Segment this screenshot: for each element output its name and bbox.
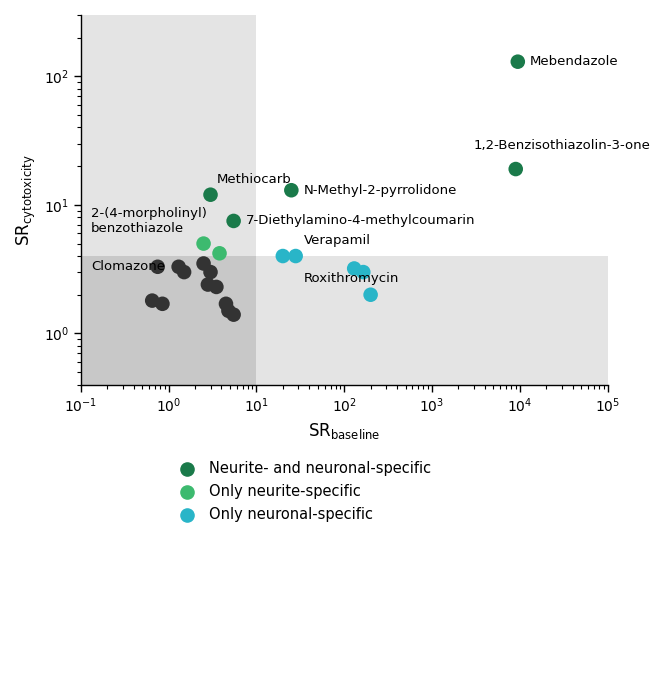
Bar — [257, 256, 607, 385]
Point — [349, 263, 359, 274]
Bar — [81, 256, 257, 385]
Point — [147, 295, 158, 306]
Text: N-Methyl-2-pyrrolidone: N-Methyl-2-pyrrolidone — [304, 184, 458, 197]
Point — [512, 56, 523, 67]
Point — [173, 261, 184, 272]
Point — [214, 248, 225, 259]
Text: Verapamil: Verapamil — [304, 234, 371, 247]
Point — [198, 258, 209, 269]
Point — [286, 185, 297, 196]
X-axis label: SR$_{\mathregular{baseline}}$: SR$_{\mathregular{baseline}}$ — [308, 421, 380, 440]
Point — [179, 267, 190, 278]
Point — [198, 238, 209, 249]
Legend: Neurite- and neuronal-specific, Only neurite-specific, Only neuronal-specific: Neurite- and neuronal-specific, Only neu… — [167, 455, 437, 528]
Text: 7-Diethylamino-4-methylcoumarin: 7-Diethylamino-4-methylcoumarin — [245, 215, 475, 228]
Text: Mebendazole: Mebendazole — [530, 55, 619, 68]
Point — [157, 298, 168, 309]
Text: Clomazone: Clomazone — [91, 260, 165, 273]
Text: 1,2-Benzisothiazolin-3-one: 1,2-Benzisothiazolin-3-one — [474, 139, 651, 152]
Bar — [81, 15, 257, 256]
Point — [510, 163, 521, 174]
Point — [365, 289, 376, 300]
Point — [277, 250, 288, 261]
Point — [291, 250, 301, 261]
Point — [205, 189, 216, 200]
Point — [211, 281, 222, 292]
Point — [152, 261, 163, 272]
Point — [358, 267, 369, 278]
Point — [205, 267, 216, 278]
Text: Roxithromycin: Roxithromycin — [304, 272, 399, 285]
Text: Methiocarb: Methiocarb — [216, 173, 291, 186]
Point — [220, 298, 231, 309]
Point — [228, 215, 239, 226]
Y-axis label: SR$_{\mathregular{cytotoxicity}}$: SR$_{\mathregular{cytotoxicity}}$ — [15, 154, 38, 246]
Point — [202, 279, 213, 290]
Text: 2-(4-morpholinyl)
benzothiazole: 2-(4-morpholinyl) benzothiazole — [91, 207, 206, 235]
Point — [228, 309, 239, 320]
Point — [223, 305, 234, 316]
